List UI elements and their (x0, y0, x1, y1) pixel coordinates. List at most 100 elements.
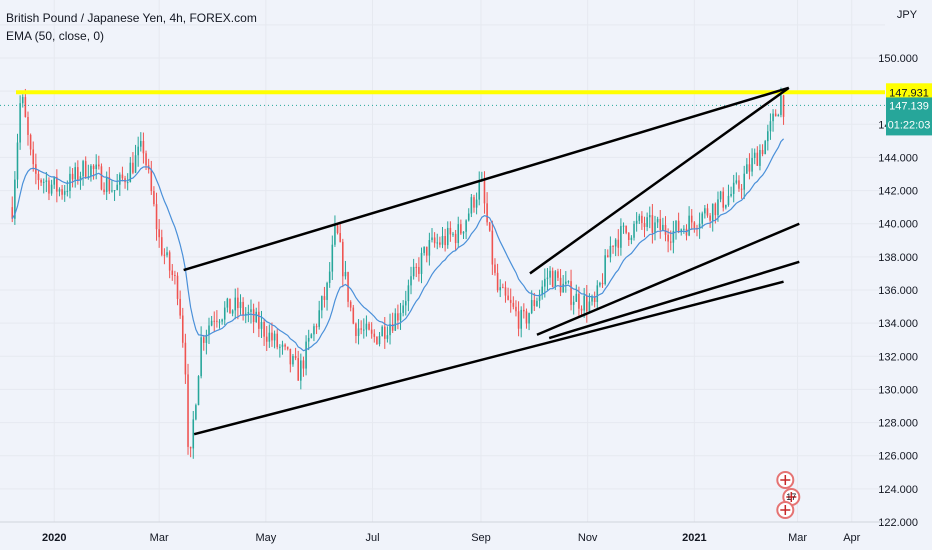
candle-body (213, 320, 216, 322)
candle-body (436, 242, 439, 244)
candle-body (140, 140, 142, 147)
trendline[interactable] (536, 222, 800, 336)
candle-body (171, 270, 174, 275)
legend: British Pound / Japanese Yen, 4h, FOREX.… (6, 9, 257, 45)
candle-body (478, 180, 481, 200)
candle-body (90, 165, 92, 177)
candle-body (331, 244, 334, 272)
candle-body (494, 264, 496, 273)
time-tick-label: Jul (366, 532, 380, 544)
candle-body (533, 300, 536, 307)
candle-body (588, 301, 591, 312)
last-price-label: 147.139 (889, 100, 929, 112)
candle-body (27, 116, 29, 135)
candle-body (279, 346, 281, 348)
price-axis[interactable]: JPY 122.000 124.000 126.000 128.000 130.000 13… (878, 0, 932, 550)
candle-body (155, 204, 158, 230)
trendline[interactable] (548, 260, 800, 340)
indicator-label[interactable]: EMA (50, close, 0) (6, 29, 105, 43)
candle-body (473, 197, 475, 208)
candle-body (297, 358, 299, 381)
candle-body (641, 215, 643, 224)
candle-body (342, 241, 344, 277)
level-price-badge[interactable] (886, 83, 932, 102)
candle-body (496, 272, 499, 291)
candle-body (746, 164, 748, 174)
symbol-title[interactable]: British Pound / Japanese Yen, 4h, FOREX.… (6, 11, 257, 25)
candle-body (373, 333, 376, 337)
time-axis[interactable]: 2020 Mar May Jul Sep Nov 2021 Mar Apr (0, 521, 885, 544)
candle-body (690, 215, 693, 223)
candle-body (601, 282, 604, 285)
price-tick-label: 126.000 (878, 451, 918, 463)
candle-body (683, 228, 685, 230)
candle-body (263, 322, 265, 337)
candle-body (391, 324, 394, 331)
candle-body (231, 310, 234, 314)
candle-body (242, 301, 244, 315)
candle-body (441, 236, 444, 245)
candle-body (323, 296, 326, 300)
candle-body (567, 281, 570, 283)
candle-body (16, 142, 19, 180)
candle-body (483, 179, 486, 204)
candle-body (470, 197, 473, 214)
candle-body (449, 227, 452, 235)
candle-body (307, 337, 310, 342)
candle-body (192, 419, 195, 449)
horizontal-level[interactable] (0, 90, 885, 106)
event-marker[interactable]: 17 (782, 488, 801, 506)
candle-body (512, 302, 515, 307)
candle-body (680, 229, 683, 233)
candle-body (66, 190, 69, 192)
candle-body (748, 164, 751, 172)
candle-body (360, 328, 362, 330)
price-tick-label: 140.000 (878, 219, 918, 231)
candle-body (609, 245, 612, 258)
candle-body (614, 239, 617, 247)
time-tick-label: 2021 (682, 532, 706, 544)
candle-body (402, 305, 404, 313)
trendline[interactable] (193, 280, 784, 436)
event-marker[interactable] (776, 501, 795, 519)
candle-body (462, 231, 465, 234)
candle-body (378, 335, 381, 345)
candle-body (774, 113, 777, 117)
candle-body (467, 213, 470, 221)
candle-body (58, 189, 61, 192)
time-tick-label: Sep (471, 532, 491, 544)
candle-body (176, 275, 179, 299)
candle-body (415, 266, 418, 268)
candle-body (439, 242, 441, 245)
candle-body (355, 323, 357, 336)
trendline[interactable] (529, 86, 790, 275)
candle-body (260, 322, 263, 329)
candle-body (709, 215, 711, 221)
level-price-label: 147.931 (889, 87, 929, 99)
candle-body (284, 344, 286, 347)
candle-body (150, 169, 153, 192)
candle-body (310, 334, 313, 338)
candle-body (100, 166, 103, 190)
candle-body (50, 184, 53, 194)
trendlines[interactable] (183, 86, 800, 436)
candle-body (701, 213, 704, 224)
event-markers[interactable]: 17 (776, 471, 801, 519)
candle-body (381, 326, 383, 336)
candle-body (743, 173, 745, 190)
candle-body (32, 149, 35, 165)
candle-body (126, 182, 129, 184)
candle-body (759, 149, 761, 166)
candle-body (37, 173, 40, 181)
candle-body (627, 232, 630, 240)
candle-body (92, 165, 95, 169)
trendline[interactable] (183, 86, 790, 272)
last-price-badge[interactable] (886, 97, 932, 136)
candle-body (397, 313, 399, 321)
event-marker[interactable] (776, 471, 795, 489)
candle-body (271, 332, 273, 341)
candle-body (187, 374, 189, 447)
candle-body (620, 226, 622, 248)
candle-body (562, 283, 564, 293)
